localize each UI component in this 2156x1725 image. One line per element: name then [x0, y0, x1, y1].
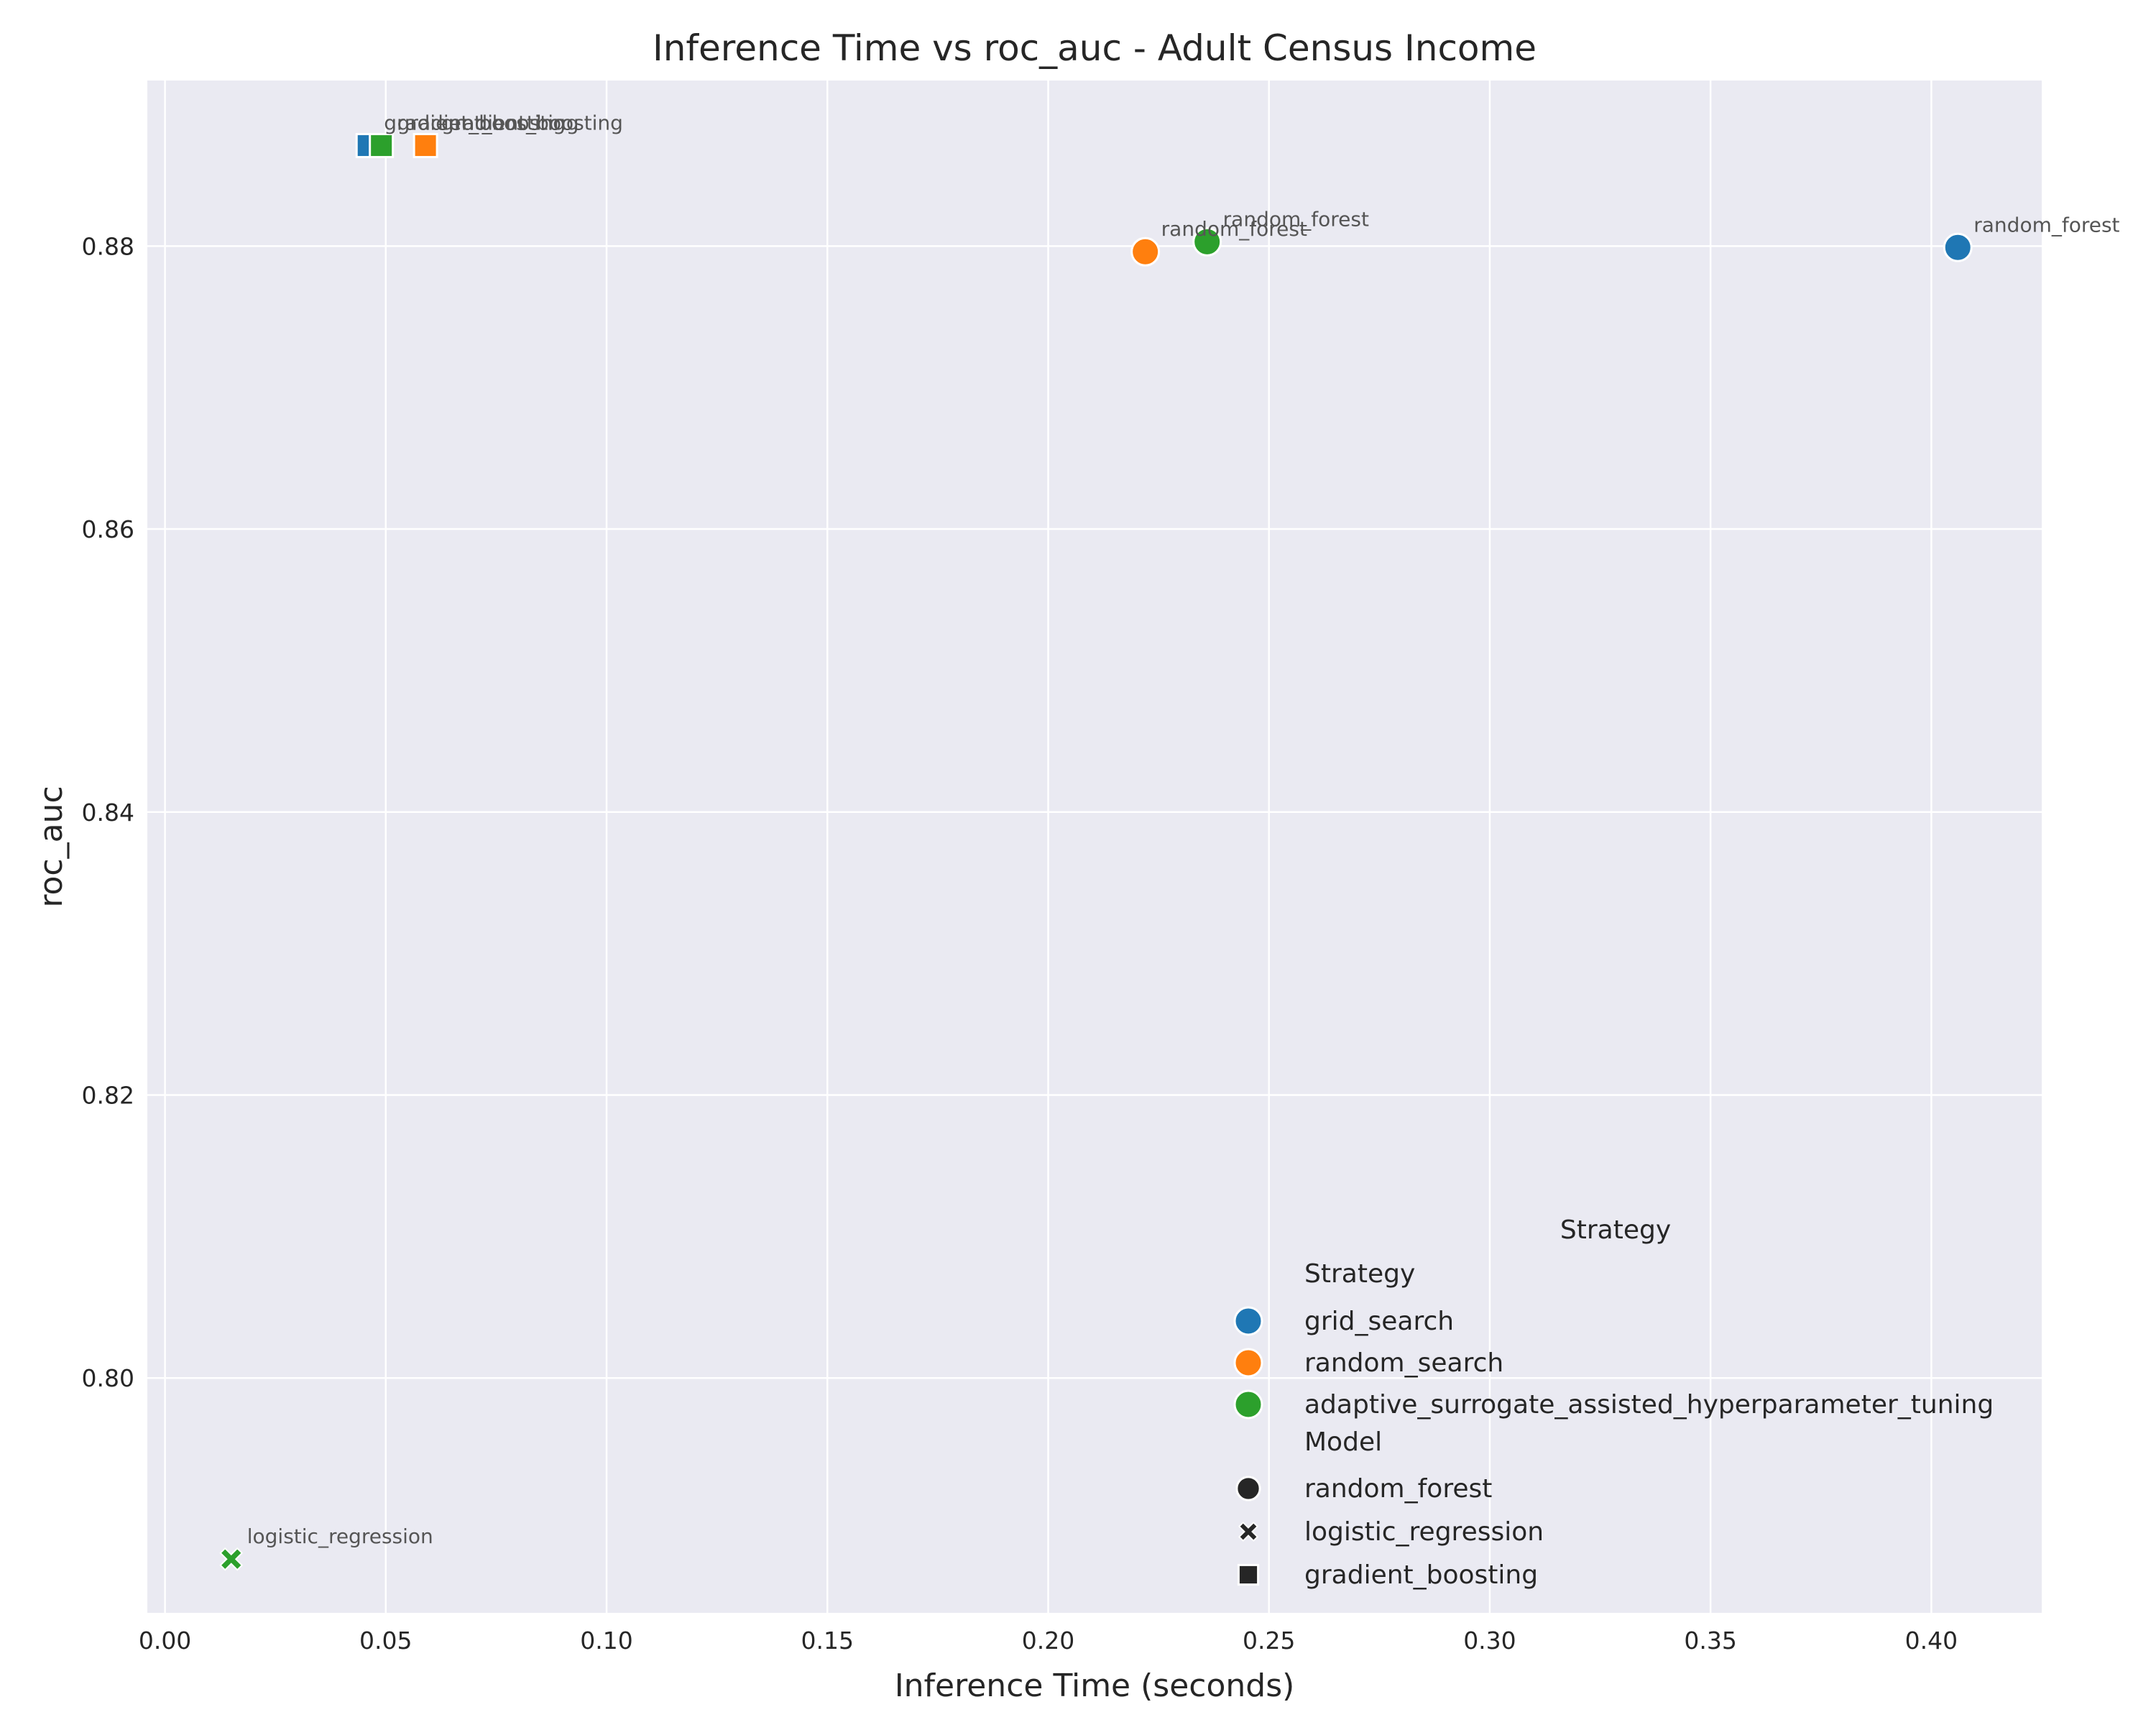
x-tick-label: 0.00 [139, 1627, 191, 1655]
data-points [219, 133, 1973, 1571]
x-tick-label: 0.10 [580, 1627, 632, 1655]
legend-item-random_search: random_search [1304, 1348, 1503, 1378]
legend-marker-grid_search [1233, 1306, 1263, 1336]
y-tick-label: 0.82 [82, 1081, 134, 1109]
y-tick-label: 0.86 [82, 515, 134, 543]
x-tick-label: 0.25 [1243, 1627, 1295, 1655]
legend-marker-random_search [1233, 1348, 1263, 1378]
point-labels: random_forest gradient_boosting random_for… [247, 111, 2120, 1549]
legend-marker-gradient_boosting [1237, 1563, 1260, 1586]
point-label: random_forest [1223, 207, 1369, 231]
x-tick-label: 0.35 [1684, 1627, 1736, 1655]
y-tick-label: 0.84 [82, 799, 134, 827]
legend-marker-adaptive_surrogate_assisted_hyperparameter_tuning [1233, 1389, 1263, 1420]
legend-outer-title: Strategy [1560, 1215, 1671, 1245]
point-grid_search-random_forest [1943, 232, 1973, 262]
legend-marker-logistic_regression [1238, 1521, 1259, 1542]
point-adaptive_surrogate_assisted_hyperparameter_tuning-gradient_boosting [369, 133, 395, 159]
legend-marker-random_forest [1235, 1476, 1261, 1501]
point-random_search-gradient_boosting [413, 133, 438, 159]
y-tick-label: 0.80 [82, 1364, 134, 1392]
legend-strategy-header: Strategy [1304, 1259, 1415, 1289]
x-tick-label: 0.20 [1022, 1627, 1074, 1655]
x-axis-label: Inference Time (seconds) [895, 1668, 1295, 1704]
point-label: gradient_boosting [397, 111, 579, 135]
point-adaptive_surrogate_assisted_hyperparameter_tuning-logistic_regression [219, 1547, 244, 1571]
x-tick-label: 0.15 [801, 1627, 854, 1655]
y-axis-ticks: 0.80 0.82 0.84 0.86 0.88 [82, 232, 134, 1392]
legend-model-header: Model [1304, 1427, 1382, 1457]
chart-title: Inference Time vs roc_auc - Adult Census… [653, 27, 1537, 69]
point-random_search-random_forest [1130, 236, 1161, 267]
legend-item-random_forest: random_forest [1304, 1474, 1492, 1504]
x-tick-label: 0.40 [1905, 1627, 1958, 1655]
grid-lines [147, 80, 2042, 1613]
y-tick-label: 0.88 [82, 232, 134, 260]
point-label: random_forest [1973, 213, 2119, 236]
point-label: random_forest [1161, 217, 1307, 241]
legend-item-gradient_boosting: gradient_boosting [1304, 1560, 1538, 1590]
legend-item-adaptive_surrogate_assisted_hyperparameter_tuning: adaptive_surrogate_assisted_hyperparamet… [1304, 1390, 1994, 1420]
x-tick-label: 0.05 [359, 1627, 412, 1655]
legend-item-grid_search: grid_search [1304, 1307, 1454, 1336]
point-label: gradient_boosting [441, 111, 623, 135]
plot-area [147, 80, 2042, 1613]
legend: Strategy Strategy grid_search random_sear… [1233, 1215, 1994, 1590]
point-label: gradient_boosting [384, 111, 566, 135]
y-axis-label: roc_auc [33, 786, 70, 907]
point-adaptive_surrogate_assisted_hyperparameter_tuning-random_forest [1192, 226, 1222, 257]
x-tick-label: 0.30 [1463, 1627, 1516, 1655]
x-axis-ticks: 0.00 0.05 0.10 0.15 0.20 0.25 0.30 0.35 0.40 [139, 1627, 1958, 1655]
point-label: logistic_regression [247, 1524, 433, 1548]
legend-item-logistic_regression: logistic_regression [1304, 1517, 1544, 1547]
